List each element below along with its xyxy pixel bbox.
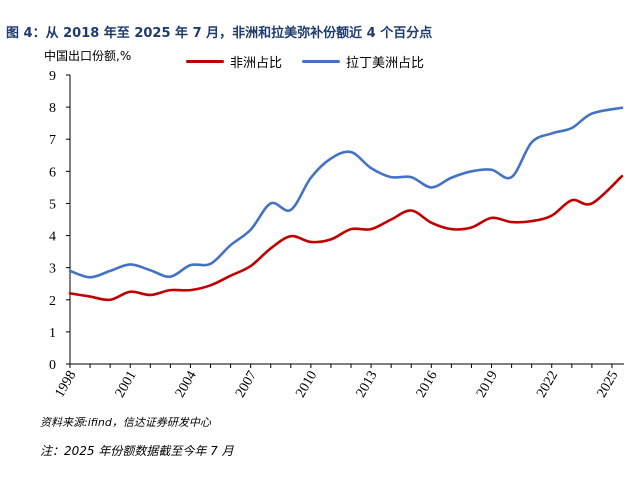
y-tick-label: 5 (49, 197, 56, 212)
x-tick-label: 2022 (534, 369, 561, 401)
x-tick-label: 2010 (293, 369, 320, 401)
y-tick-label: 2 (49, 294, 56, 309)
chart-title: 图 4：从 2018 年至 2025 年 7 月，非洲和拉美弥补份额近 4 个百… (6, 26, 433, 41)
legend-swatch-latin-america (302, 60, 341, 63)
legend-label-africa: 非洲占比 (230, 56, 283, 71)
x-tick-label: 2004 (173, 369, 200, 401)
x-tick-label: 1998 (52, 369, 79, 401)
y-tick-label: 6 (49, 165, 56, 180)
series-line-latin-america (68, 106, 624, 279)
y-axis-label: 中国出口份额,% (44, 49, 132, 63)
x-tick-label: 2001 (113, 369, 140, 401)
legend-item-latin-america: 拉丁美洲占比 (302, 52, 424, 71)
y-tick-label: 7 (49, 133, 56, 148)
legend-label-latin-america: 拉丁美洲占比 (346, 56, 425, 71)
legend-swatch-africa (186, 60, 224, 63)
x-tick-label: 2007 (233, 369, 260, 401)
x-tick-label: 2016 (414, 369, 441, 401)
legend: 非洲占比 拉丁美洲占比 (186, 52, 424, 71)
y-tick-label: 8 (49, 101, 56, 116)
series-line-africa (68, 174, 624, 302)
footnote: 注：2025 年份额数据截至今年 7 月 (40, 444, 234, 458)
y-tick-label: 4 (49, 230, 56, 245)
y-tick-label: 9 (49, 69, 56, 84)
y-tick-label: 3 (49, 262, 56, 277)
y-tick-label: 0 (49, 358, 56, 373)
y-tick-label: 1 (49, 326, 56, 341)
legend-item-africa: 非洲占比 (186, 52, 282, 71)
source-note: 资料来源:ifind，信达证券研发中心 (40, 416, 211, 429)
x-tick-label: 2025 (594, 369, 621, 401)
x-tick-label: 2019 (474, 369, 501, 401)
x-tick-label: 2013 (354, 369, 381, 401)
